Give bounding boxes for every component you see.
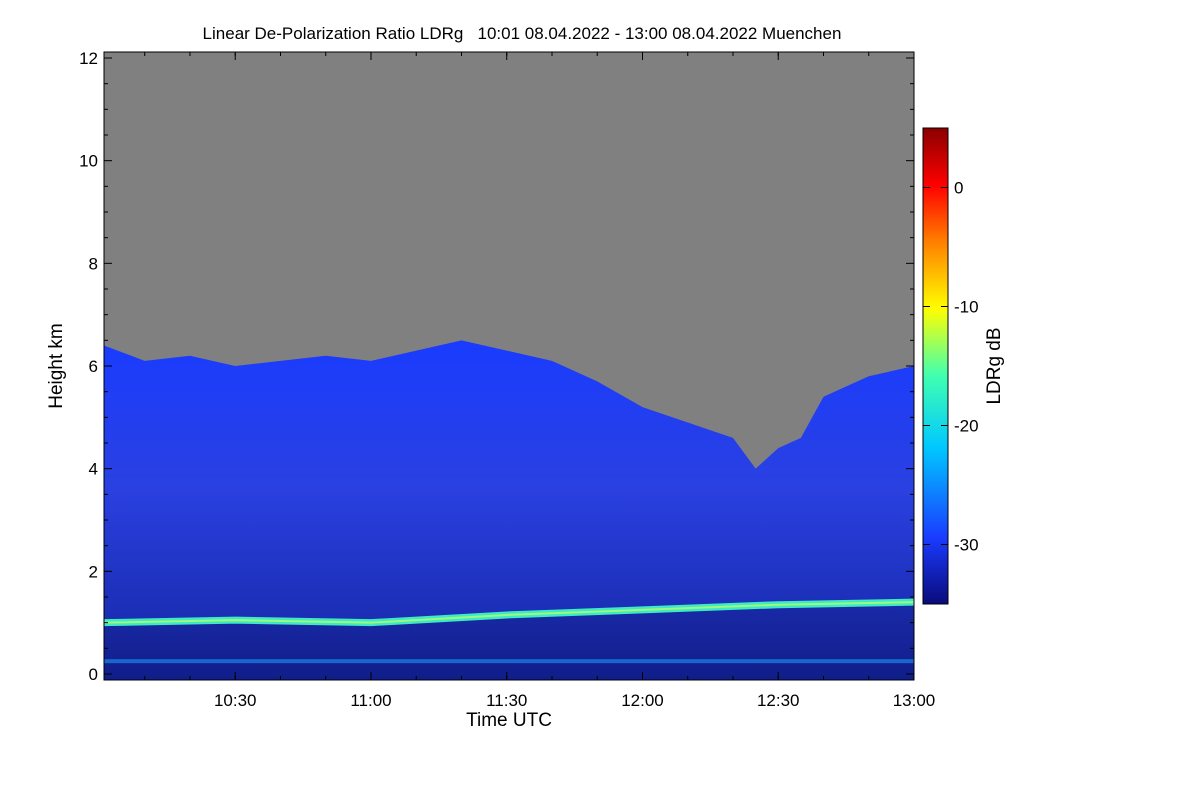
x-axis: 10:30 11:00 11:30 12:00 12:30 13:00: [144, 52, 936, 710]
y-tick-label: 6: [89, 357, 98, 376]
y-axis-title: Height km: [46, 323, 67, 409]
colorbar-gradient: [922, 127, 949, 605]
x-tick-label: 12:30: [757, 691, 800, 710]
y-tick-label: 10: [79, 152, 98, 171]
colorbar-tick-label: 0: [954, 179, 963, 198]
cloud-region: [104, 340, 914, 674]
aerosol-layer-band: [104, 659, 914, 664]
chart-title: Linear De-Polarization Ratio LDRg 10:01 …: [203, 24, 842, 43]
colorbar: 0 -10 -20 -30: [922, 127, 979, 605]
colorbar-label: LDRg dB: [984, 327, 1005, 404]
colorbar-tick-label: -20: [954, 417, 979, 436]
y-tick-label: 8: [89, 254, 98, 273]
x-tick-label: 11:00: [350, 691, 391, 710]
y-axis: 0 2 4 6 8 10 12: [79, 49, 914, 684]
plot-area: [103, 51, 915, 681]
colorbar-tick-label: -30: [954, 536, 979, 555]
bright-layer-core: [103, 601, 915, 624]
x-axis-title: Time UTC: [466, 710, 552, 731]
x-tick-label: 12:00: [621, 691, 664, 710]
y-tick-label: 2: [89, 562, 98, 581]
y-tick-label: 0: [89, 665, 98, 684]
y-tick-label: 4: [89, 460, 98, 479]
y-tick-label: 12: [79, 49, 98, 68]
x-tick-label: 11:30: [486, 691, 527, 710]
x-tick-label: 13:00: [893, 691, 936, 710]
x-tick-label: 10:30: [214, 691, 257, 710]
colorbar-tick-label: -10: [954, 298, 979, 317]
